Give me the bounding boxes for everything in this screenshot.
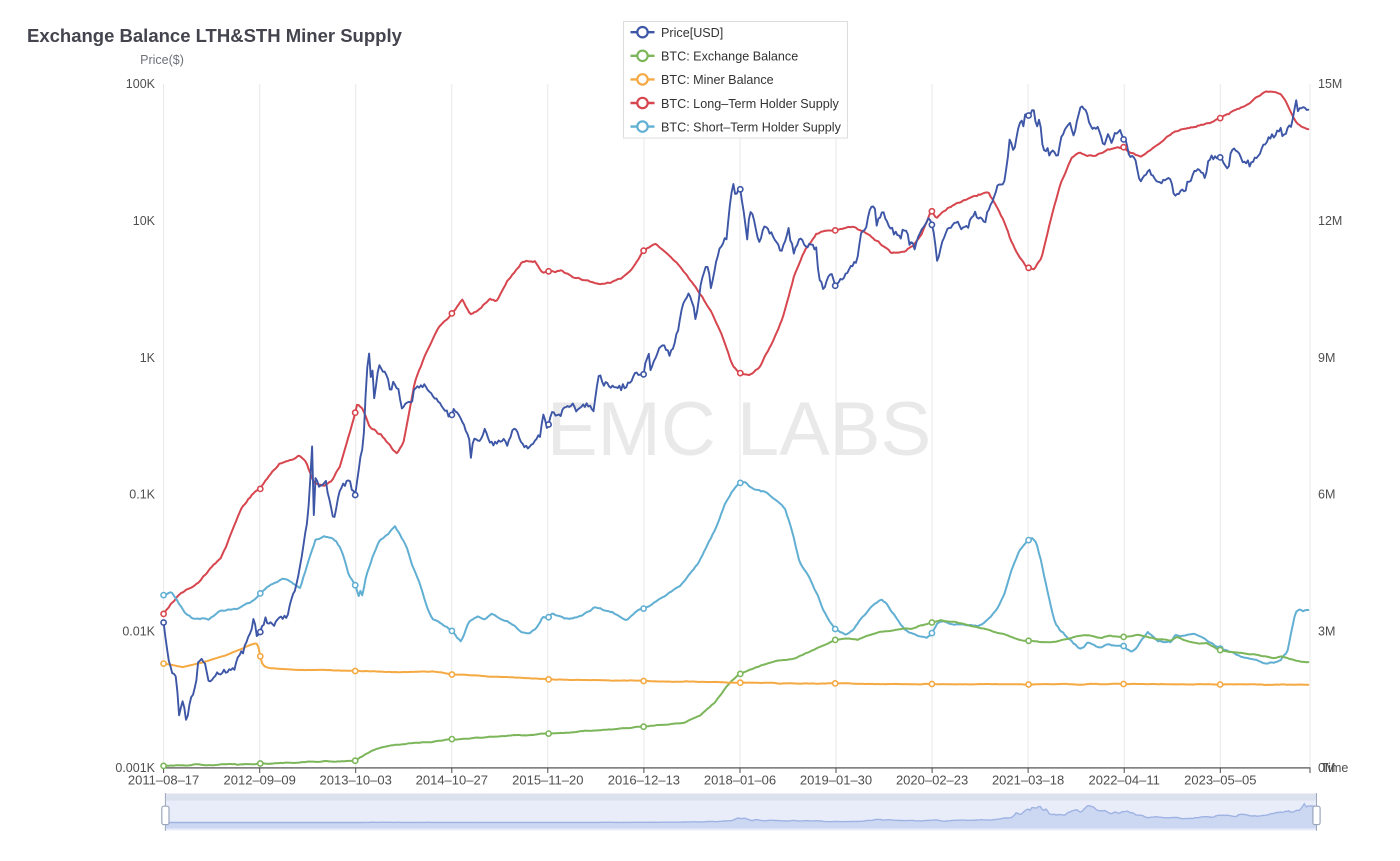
svg-text:2011–08–17: 2011–08–17 [128, 773, 199, 788]
svg-text:9M: 9M [1318, 351, 1335, 365]
svg-text:2021–03–18: 2021–03–18 [992, 773, 1064, 788]
svg-text:1K: 1K [140, 351, 156, 365]
svg-text:BTC: Short–Term Holder Supply: BTC: Short–Term Holder Supply [661, 120, 842, 134]
svg-text:Time: Time [1321, 761, 1348, 775]
svg-text:BTC: Long–Term Holder Supply: BTC: Long–Term Holder Supply [661, 97, 839, 111]
svg-text:15M: 15M [1318, 77, 1342, 91]
svg-text:2012–09–09: 2012–09–09 [224, 773, 296, 788]
svg-text:BTC: Exchange Balance: BTC: Exchange Balance [661, 50, 798, 64]
svg-text:3M: 3M [1318, 624, 1335, 638]
svg-text:Exchange Balance LTH&STH Miner: Exchange Balance LTH&STH Miner Supply [27, 25, 403, 46]
svg-text:0.1K: 0.1K [129, 488, 155, 502]
svg-text:0.001K: 0.001K [115, 761, 155, 775]
svg-text:2020–02–23: 2020–02–23 [896, 773, 968, 788]
svg-text:2023–05–05: 2023–05–05 [1184, 773, 1256, 788]
svg-text:0M: 0M [1318, 761, 1335, 775]
svg-text:6M: 6M [1318, 488, 1335, 502]
svg-text:2013–10–03: 2013–10–03 [320, 773, 392, 788]
svg-text:2022–04–11: 2022–04–11 [1089, 773, 1160, 788]
svg-text:10K: 10K [133, 214, 156, 228]
svg-text:2015–11–20: 2015–11–20 [512, 773, 583, 788]
svg-text:EMC LABS: EMC LABS [547, 387, 931, 472]
svg-text:0.01K: 0.01K [122, 624, 155, 638]
svg-text:2016–12–13: 2016–12–13 [608, 773, 680, 788]
svg-text:2014–10–27: 2014–10–27 [416, 773, 488, 788]
svg-text:2019–01–30: 2019–01–30 [800, 773, 872, 788]
svg-text:2018–01–06: 2018–01–06 [704, 773, 776, 788]
svg-text:100K: 100K [126, 77, 156, 91]
svg-text:Price($): Price($) [140, 53, 184, 67]
svg-text:BTC: Miner Balance: BTC: Miner Balance [661, 73, 774, 87]
svg-text:Price[USD]: Price[USD] [661, 26, 723, 40]
svg-text:12M: 12M [1318, 214, 1342, 228]
